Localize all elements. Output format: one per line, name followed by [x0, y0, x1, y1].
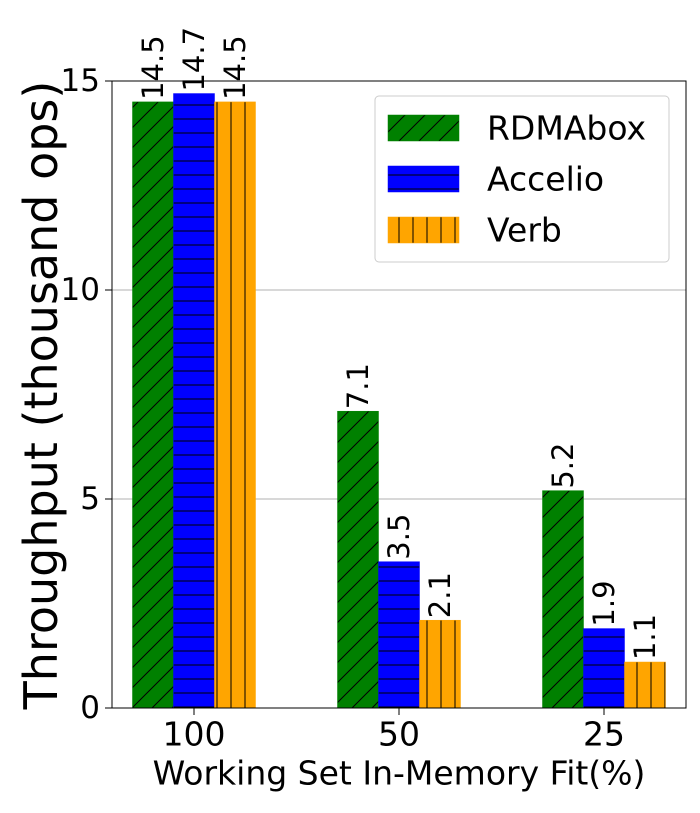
bar-rdmabox-25: [542, 490, 584, 709]
bar-verb-25: [624, 661, 666, 709]
legend-label-verb: Verb: [487, 211, 562, 250]
x-axis-label: Working Set In-Memory Fit(%): [153, 754, 646, 793]
y-tick-label: 15: [61, 63, 100, 99]
bar-verb-100: [214, 101, 256, 709]
x-tick-label: 50: [378, 715, 420, 754]
data-label: 3.5: [382, 514, 416, 560]
data-label: 14.7: [177, 27, 211, 92]
legend: RDMAbox Accelio Verb: [374, 95, 670, 263]
bar-accelio-25: [583, 628, 625, 709]
bar-accelio-50: [378, 561, 420, 709]
bar-rdmabox-100: [132, 101, 174, 709]
data-label: 14.5: [136, 35, 170, 100]
legend-swatch-verb: [387, 216, 460, 244]
x-axis-ticks: 100 50 25: [163, 708, 625, 754]
data-label: 5.2: [546, 443, 580, 489]
y-tick-label: 10: [61, 272, 100, 308]
y-tick-label: 0: [80, 690, 100, 726]
data-label: 14.5: [218, 35, 252, 100]
y-tick-label: 5: [80, 481, 100, 517]
legend-swatch-rdmabox: [387, 114, 460, 142]
bar-verb-50: [419, 619, 461, 709]
data-label: 1.9: [587, 580, 621, 626]
legend-swatch-accelio: [387, 165, 460, 193]
data-label: 2.1: [423, 572, 457, 618]
y-axis-label: Throughput (thousand ops): [14, 81, 68, 711]
data-label: 7.1: [341, 363, 375, 409]
legend-label-rdmabox: RDMAbox: [487, 109, 646, 148]
bar-accelio-100: [173, 93, 215, 709]
data-label: 1.1: [628, 614, 662, 660]
x-tick-label: 100: [163, 715, 226, 754]
bars: [132, 93, 666, 709]
legend-label-accelio: Accelio: [487, 160, 604, 199]
x-tick-label: 25: [583, 715, 625, 754]
y-axis-ticks: 0 5 10 15: [61, 63, 112, 726]
bar-rdmabox-50: [337, 410, 379, 709]
